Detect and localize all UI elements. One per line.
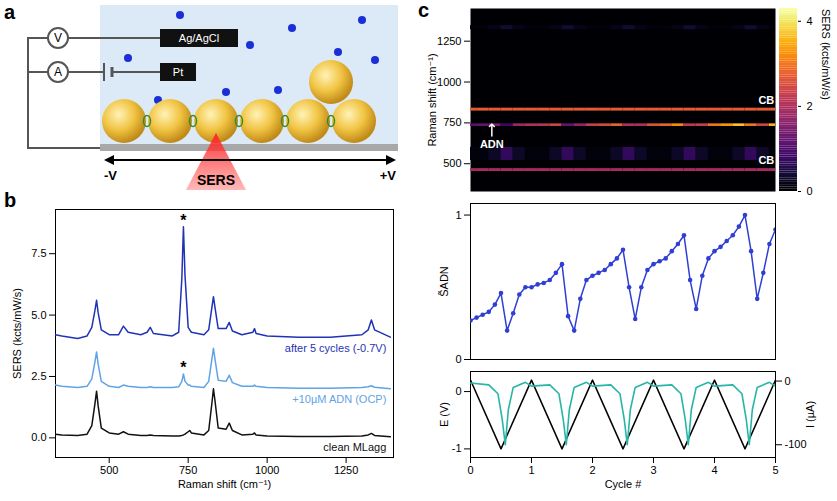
html-text:b: b <box>4 189 17 211</box>
svg-text:-100: -100 <box>785 438 807 450</box>
svg-text:5.0: 5.0 <box>31 309 46 321</box>
svg-text:0: 0 <box>455 353 461 365</box>
html-text:c: c <box>418 0 430 21</box>
svg-text:clean MLagg: clean MLagg <box>323 441 386 453</box>
svg-text:SERS: SERS <box>197 172 235 188</box>
svg-text:0: 0 <box>467 464 473 476</box>
svg-text:*: * <box>180 212 187 229</box>
svg-text:7.5: 7.5 <box>31 247 46 259</box>
svg-text:-1: -1 <box>452 442 462 454</box>
svg-text:1250: 1250 <box>437 35 461 47</box>
html-text:a: a <box>4 1 16 23</box>
svg-text:-V: -V <box>104 168 117 183</box>
svg-text:0: 0 <box>785 375 791 387</box>
svg-text:A: A <box>54 65 62 79</box>
svg-text:4: 4 <box>807 15 813 27</box>
svg-text:750: 750 <box>179 464 197 476</box>
svg-text:750: 750 <box>443 116 461 128</box>
svg-text:E (V): E (V) <box>438 402 450 427</box>
svg-text:1000: 1000 <box>437 76 461 88</box>
svg-text:+10µM ADN (OCP): +10µM ADN (OCP) <box>292 393 386 405</box>
svg-text:5: 5 <box>772 464 778 476</box>
svg-text:500: 500 <box>443 157 461 169</box>
svg-text:+V: +V <box>380 168 397 183</box>
svg-text:4: 4 <box>711 464 717 476</box>
svg-text:V: V <box>54 31 62 45</box>
svg-text:SERS (kcts/mW/s): SERS (kcts/mW/s) <box>820 9 832 100</box>
svg-text:ADN: ADN <box>480 138 504 150</box>
svg-text:2: 2 <box>807 100 813 112</box>
svg-text:Pt: Pt <box>173 66 183 78</box>
svg-text:CB: CB <box>758 154 774 166</box>
svg-text:SERS (kcts/mW/s): SERS (kcts/mW/s) <box>11 288 23 379</box>
svg-text:1250: 1250 <box>334 464 358 476</box>
svg-text:S̃ADN: S̃ADN <box>438 266 450 297</box>
svg-text:1: 1 <box>455 209 461 221</box>
svg-text:Cycle #: Cycle # <box>605 478 643 490</box>
svg-text:I (µA): I (µA) <box>804 401 816 428</box>
svg-text:Raman shift (cm⁻¹): Raman shift (cm⁻¹) <box>178 478 271 490</box>
svg-text:2.5: 2.5 <box>31 370 46 382</box>
svg-text:0.0: 0.0 <box>31 431 46 443</box>
svg-text:2: 2 <box>589 464 595 476</box>
svg-text:0: 0 <box>807 185 813 197</box>
svg-text:1000: 1000 <box>255 464 279 476</box>
svg-text:*: * <box>180 359 187 376</box>
svg-text:Ag/AgCl: Ag/AgCl <box>179 32 219 44</box>
svg-text:3: 3 <box>650 464 656 476</box>
svg-text:CB: CB <box>758 94 774 106</box>
svg-text:0: 0 <box>455 385 461 397</box>
svg-text:500: 500 <box>100 464 118 476</box>
svg-text:Raman shift (cm⁻¹): Raman shift (cm⁻¹) <box>426 53 438 146</box>
svg-text:1: 1 <box>528 464 534 476</box>
svg-text:after 5 cycles (-0.7V): after 5 cycles (-0.7V) <box>285 342 386 354</box>
